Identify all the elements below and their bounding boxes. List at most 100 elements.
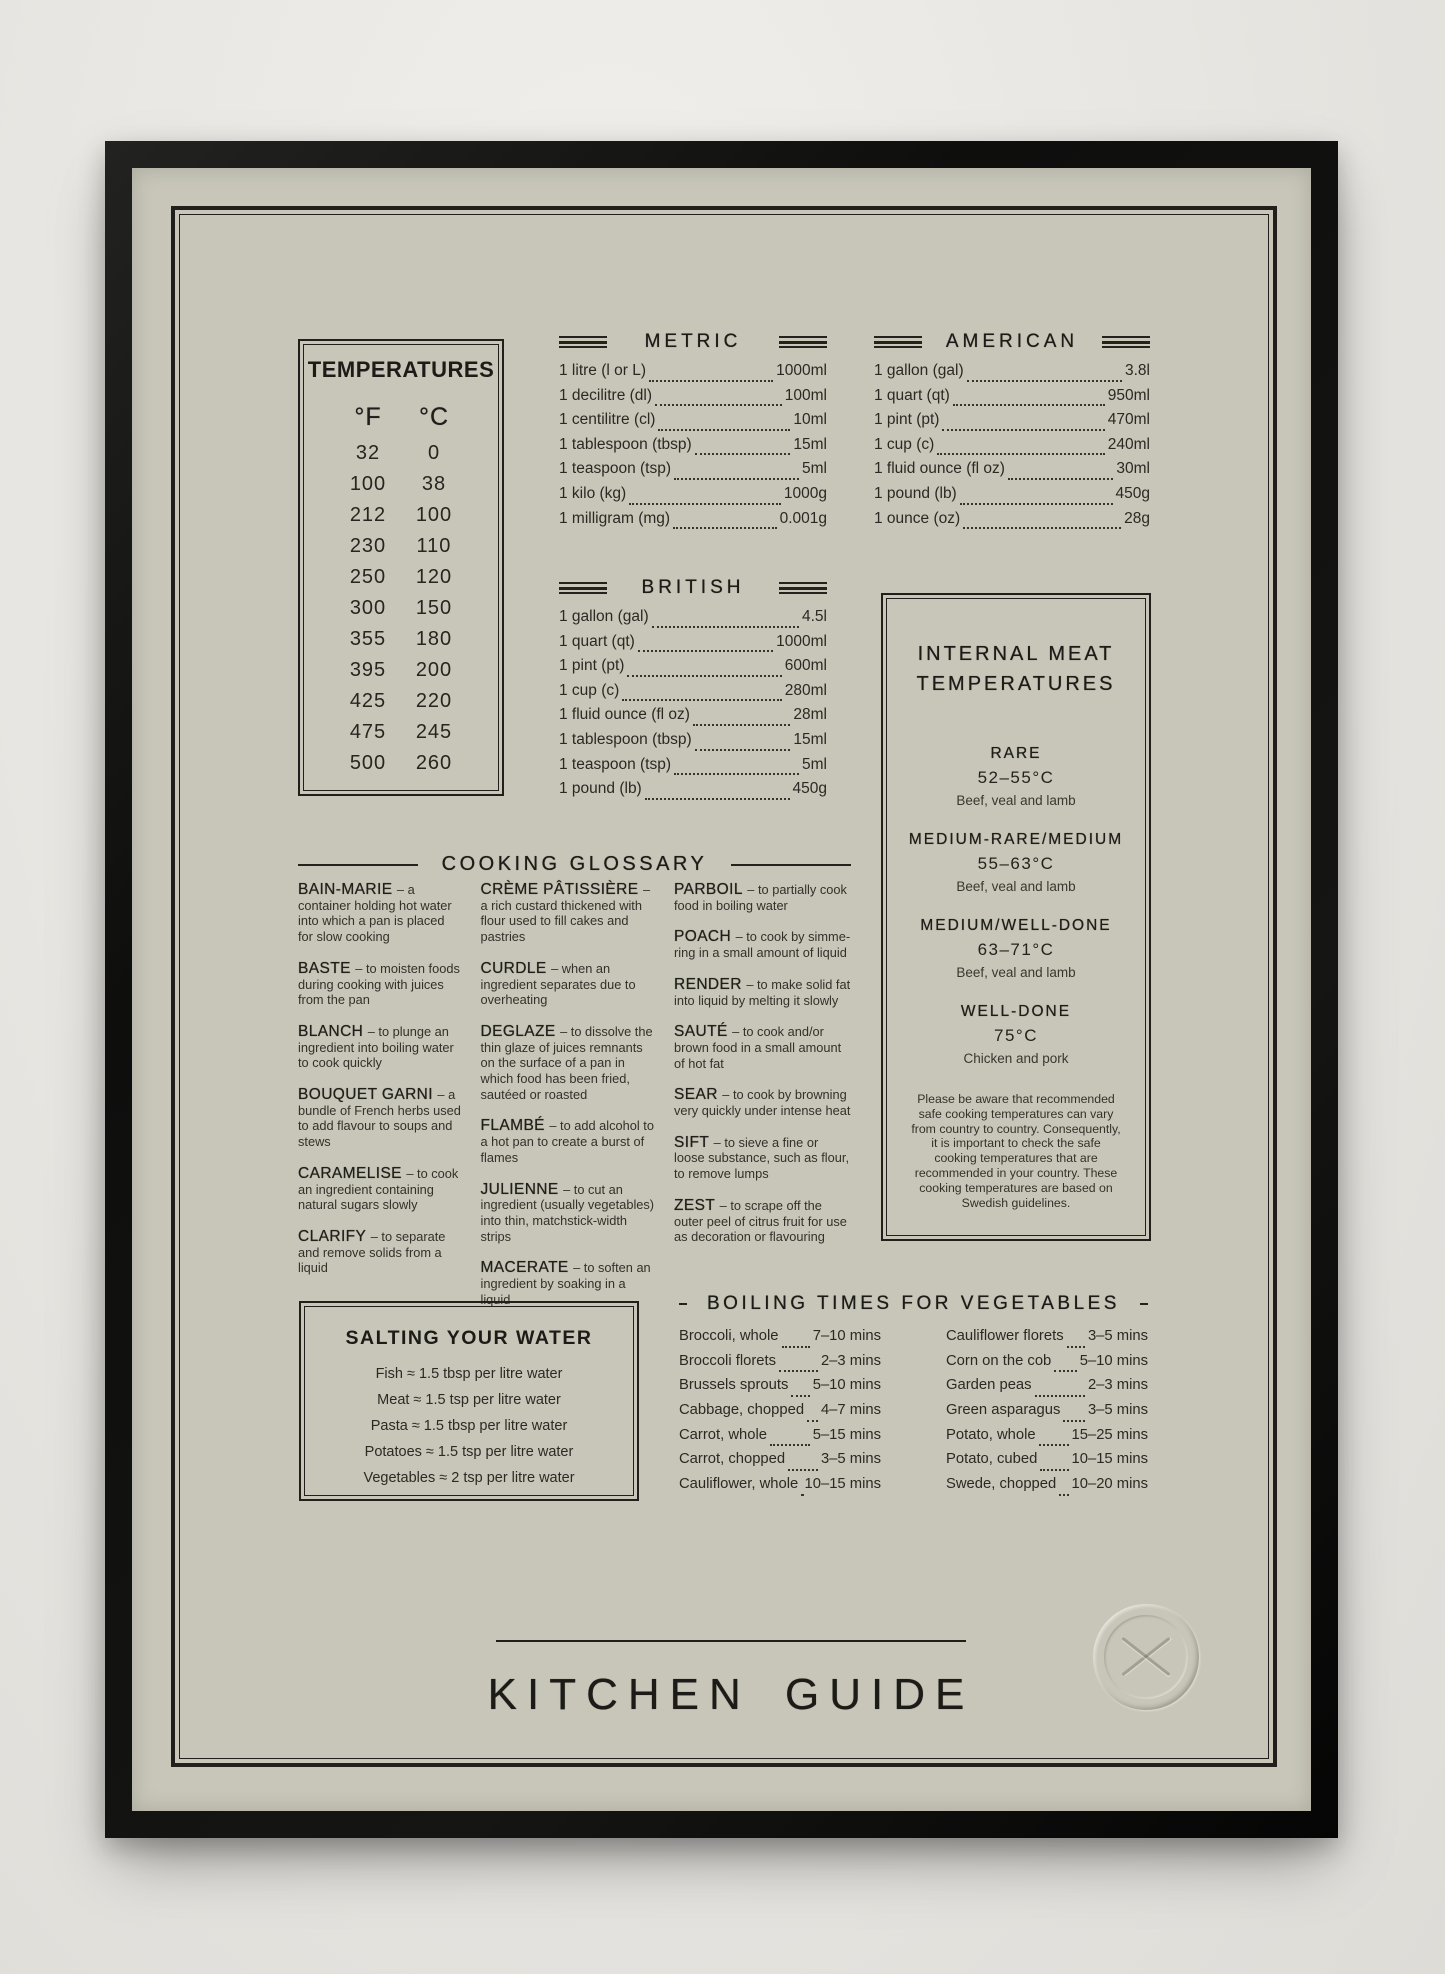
doneness-meats: Beef, veal and lamb bbox=[956, 879, 1076, 894]
dotted-leader bbox=[1066, 1345, 1085, 1348]
fahrenheit-value: 32 bbox=[355, 442, 381, 464]
boiling-minutes: 10–15 mins bbox=[804, 1476, 882, 1493]
glossary-column-1: BAIN-MARIE – a container holding hot wat… bbox=[298, 882, 461, 1323]
meat-temp-entries: RARE 52–55°C Beef, veal and lamb MEDIUM-… bbox=[883, 745, 1149, 1066]
triple-bar-icon bbox=[874, 336, 922, 348]
glossary-columns: BAIN-MARIE – a container holding hot wat… bbox=[298, 882, 851, 1323]
row-value: 3.8l bbox=[1125, 362, 1150, 379]
dotted-leader bbox=[963, 527, 1122, 530]
temperatures-box: TEMPERATURES °F °C 32 0 100 38 bbox=[298, 339, 504, 796]
row-value: 28ml bbox=[793, 706, 827, 724]
vegetable-label: Carrot, chopped bbox=[679, 1451, 786, 1468]
conversion-row: 1 centilitre (cl) 10ml bbox=[559, 411, 827, 436]
temperature-row: 230 110 bbox=[300, 531, 502, 562]
doneness-name: RARE bbox=[990, 745, 1042, 762]
conversion-row: 1 fluid ounce (fl oz) 28ml bbox=[559, 706, 827, 731]
fahrenheit-value: 500 bbox=[349, 752, 387, 774]
boiling-minutes: 2–3 mins bbox=[1087, 1377, 1148, 1394]
glossary-entry: RENDER – to make solid fat into liquid b… bbox=[674, 976, 851, 1008]
row-value: 280ml bbox=[784, 681, 827, 699]
dotted-leader bbox=[1054, 1370, 1077, 1373]
dotted-leader bbox=[694, 453, 791, 456]
row-value: 1000g bbox=[783, 484, 827, 502]
temperature-row: 250 120 bbox=[300, 562, 502, 593]
glossary-column-2: CRÈME PÂTISSIÈRE – a rich custard thicke… bbox=[481, 882, 655, 1323]
dotted-leader bbox=[655, 404, 782, 407]
boiling-minutes: 10–20 mins bbox=[1071, 1476, 1149, 1493]
fahrenheit-value: 230 bbox=[349, 535, 387, 557]
glossary-entry: ZEST – to scrape off the outer peel of c… bbox=[674, 1196, 851, 1245]
glossary-definition: – a rich custard thickened with flour us… bbox=[480, 882, 651, 945]
glossary-definition: – to separate and remove solids from a l… bbox=[298, 1228, 446, 1276]
dotted-leader bbox=[788, 1469, 818, 1472]
celsius-value: 260 bbox=[415, 752, 453, 774]
dotted-leader bbox=[770, 1444, 810, 1447]
salting-line: Fish ≈ 1.5 tbsp per litre water bbox=[375, 1366, 563, 1382]
salting-your-water-box: SALTING YOUR WATER Fish ≈ 1.5 tbsp per l… bbox=[299, 1301, 639, 1501]
american-title: AMERICAN bbox=[945, 331, 1079, 352]
row-value: 950ml bbox=[1107, 386, 1150, 404]
header-rule-right bbox=[731, 863, 851, 866]
british-title: BRITISH bbox=[641, 577, 745, 598]
boiling-row: Potato, whole 15–25 mins bbox=[946, 1427, 1148, 1452]
celsius-value: 180 bbox=[415, 628, 453, 650]
boiling-row: Broccoli, whole 7–10 mins bbox=[679, 1328, 881, 1353]
row-label: 1 gallon (gal) bbox=[874, 362, 964, 379]
row-label: 1 teaspoon (tsp) bbox=[559, 755, 672, 773]
dotted-leader bbox=[1038, 1444, 1069, 1447]
dotted-leader bbox=[674, 477, 800, 480]
glossary-definition: – to plunge an ingredient into boiling w… bbox=[298, 1023, 454, 1071]
boiling-row: Swede, chopped 10–20 mins bbox=[946, 1476, 1148, 1501]
glossary-term: ZEST bbox=[674, 1196, 716, 1214]
row-value: 15ml bbox=[793, 730, 827, 748]
glossary-term: JULIENNE bbox=[480, 1180, 559, 1198]
boiling-row: Brussels sprouts 5–10 mins bbox=[679, 1377, 881, 1402]
glossary-entry: CLARIFY – to separate and remove solids … bbox=[298, 1229, 461, 1276]
celsius-value: 220 bbox=[415, 690, 453, 712]
vegetable-label: Corn on the cob bbox=[946, 1352, 1052, 1369]
conversion-row: 1 ounce (oz) 28g bbox=[874, 510, 1150, 535]
glossary-definition: – to moisten foods during cooking with j… bbox=[298, 960, 460, 1008]
british-rows: 1 gallon (gal) 4.5l 1 quart (qt) 1000ml … bbox=[559, 608, 827, 805]
glossary-term: PARBOIL bbox=[674, 881, 743, 898]
row-label: 1 tablespoon (tbsp) bbox=[559, 435, 692, 453]
dotted-leader bbox=[1034, 1395, 1085, 1398]
title-rule bbox=[496, 1640, 966, 1642]
glossary-definition: – to cook by simme-ring in a small amoun… bbox=[674, 929, 851, 961]
boiling-row: Corn on the cob 5–10 mins bbox=[946, 1353, 1148, 1378]
dotted-leader bbox=[694, 748, 791, 751]
conversion-row: 1 pint (pt) 600ml bbox=[559, 657, 827, 682]
celsius-header: °C bbox=[418, 403, 450, 431]
boiling-row: Cabbage, chopped 4–7 mins bbox=[679, 1402, 881, 1427]
vegetable-label: Brussels sprouts bbox=[679, 1377, 789, 1394]
conversion-row: 1 cup (c) 240ml bbox=[874, 436, 1150, 461]
boiling-minutes: 4–7 mins bbox=[820, 1402, 881, 1419]
temperature-row: 500 260 bbox=[300, 748, 502, 779]
triple-bar-icon bbox=[1101, 336, 1150, 348]
fahrenheit-value: 425 bbox=[349, 690, 387, 712]
boiling-minutes: 7–10 mins bbox=[812, 1328, 881, 1344]
conversion-row: 1 quart (qt) 950ml bbox=[874, 387, 1150, 412]
temperature-row: 355 180 bbox=[300, 624, 502, 655]
row-value: 28g bbox=[1124, 509, 1150, 527]
vegetable-label: Cabbage, chopped bbox=[679, 1402, 805, 1419]
doneness-name: MEDIUM/WELL-DONE bbox=[920, 917, 1112, 934]
internal-meat-temperatures-box: INTERNAL MEAT TEMPERATURES RARE 52–55°C … bbox=[881, 593, 1151, 1241]
metric-rows: 1 litre (l or L) 1000ml 1 decilitre (dl)… bbox=[559, 362, 827, 534]
dotted-leader bbox=[937, 453, 1105, 456]
meat-disclaimer: Please be aware that recommended safe co… bbox=[911, 1092, 1121, 1210]
vegetable-label: Carrot, whole bbox=[679, 1426, 767, 1443]
conversion-row: 1 pound (lb) 450g bbox=[559, 780, 827, 805]
doneness-meats: Chicken and pork bbox=[963, 1051, 1069, 1066]
fahrenheit-value: 395 bbox=[349, 659, 387, 681]
boiling-minutes: 5–10 mins bbox=[812, 1377, 881, 1394]
glossary-definition: – to dissolve the thin glaze of juices r… bbox=[480, 1023, 653, 1102]
temperature-row: 425 220 bbox=[300, 686, 502, 717]
row-value: 1000ml bbox=[776, 362, 827, 379]
salting-lines: Fish ≈ 1.5 tbsp per litre water Meat ≈ 1… bbox=[301, 1361, 637, 1491]
boiling-minutes: 3–5 mins bbox=[1087, 1328, 1148, 1344]
conversion-row: 1 teaspoon (tsp) 5ml bbox=[559, 756, 827, 781]
row-value: 5ml bbox=[802, 460, 827, 478]
dotted-leader bbox=[959, 502, 1113, 505]
